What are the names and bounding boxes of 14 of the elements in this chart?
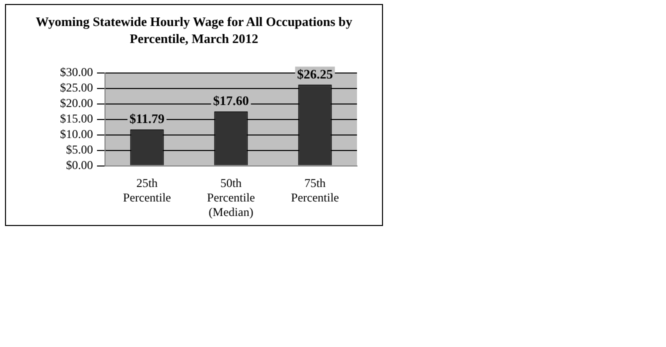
x-tick-label: 25th Percentile: [123, 176, 171, 205]
chart-title: Wyoming Statewide Hourly Wage for All Occupations by Percentile, March 2012: [34, 13, 354, 47]
data-label: $26.25: [297, 66, 334, 82]
y-tick-label: $20.00: [60, 96, 93, 110]
x-tick-label: 75th Percentile: [291, 176, 339, 205]
y-tick-label: $25.00: [60, 80, 93, 95]
y-tick-label: $0.00: [66, 158, 93, 172]
y-tick-label: $5.00: [66, 142, 93, 156]
data-label: $17.60: [213, 93, 249, 108]
y-tick-label: $30.00: [60, 65, 93, 80]
data-label: $11.79: [129, 111, 166, 126]
x-tick-label: 50th Percentile (Median): [207, 176, 255, 219]
y-tick-label: $15.00: [60, 112, 93, 126]
y-tick-label: $10.00: [60, 127, 93, 142]
